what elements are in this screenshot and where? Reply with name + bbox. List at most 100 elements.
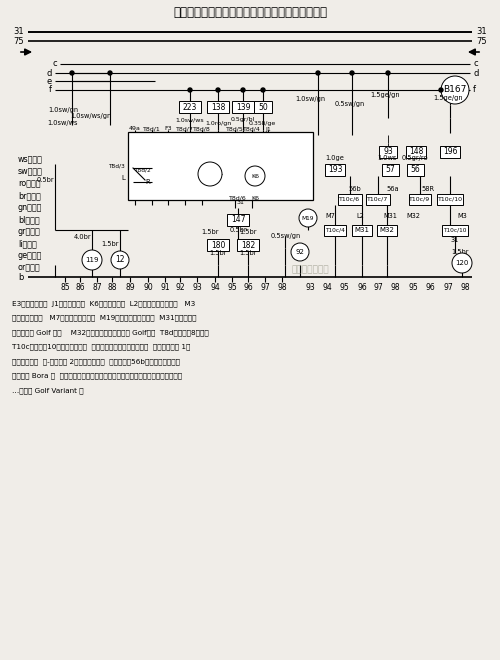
Text: 182: 182 [241, 240, 255, 249]
Text: c: c [52, 59, 57, 69]
Text: br＝棕色: br＝棕色 [18, 191, 41, 201]
Text: L2: L2 [356, 213, 364, 219]
Text: 0.35li/ge: 0.35li/ge [248, 121, 276, 127]
Circle shape [245, 166, 265, 186]
Text: 1.0sw/gn: 1.0sw/gn [295, 96, 325, 102]
Text: T10c/4: T10c/4 [325, 228, 345, 232]
Text: T8d/4: T8d/4 [243, 127, 261, 131]
Text: B167: B167 [444, 86, 466, 94]
Text: 148: 148 [409, 147, 423, 156]
Text: 180: 180 [211, 240, 225, 249]
Text: 在大灯线束内  ㉙-接地连接 2，在大灯线束内  ㊿－连接（56b），在车内线束内: 在大灯线束内 ㉙-接地连接 2，在大灯线束内 ㊿－连接（56b），在车内线束内 [12, 358, 180, 364]
Text: 1.0ro/gn: 1.0ro/gn [205, 121, 231, 127]
Text: 88: 88 [107, 282, 117, 292]
Text: 0.5sw/gn: 0.5sw/gn [271, 233, 301, 239]
Bar [237, 239, 259, 251]
Text: 12: 12 [115, 255, 125, 265]
Text: 1.0sw/ws: 1.0sw/ws [176, 117, 204, 123]
Circle shape [82, 250, 102, 270]
Text: 96: 96 [243, 282, 253, 292]
Text: bl＝蓝色: bl＝蓝色 [18, 216, 40, 224]
Text: M31: M31 [383, 213, 397, 219]
Text: 119: 119 [85, 257, 99, 263]
Text: 91: 91 [160, 282, 170, 292]
Text: d: d [473, 69, 478, 77]
Text: 90: 90 [143, 282, 153, 292]
Bar [324, 224, 346, 236]
Text: f: f [49, 86, 52, 94]
Text: 97: 97 [443, 282, 453, 292]
Text: R: R [146, 179, 150, 185]
Circle shape [241, 88, 245, 92]
Text: 89: 89 [125, 282, 135, 292]
Text: 87: 87 [92, 282, 102, 292]
Text: 86: 86 [75, 282, 85, 292]
Text: 1.0ge: 1.0ge [326, 155, 344, 161]
Bar [254, 101, 272, 113]
Bar [207, 101, 229, 113]
Text: 95: 95 [339, 282, 349, 292]
Text: T10c/10: T10c/10 [438, 197, 462, 201]
Circle shape [439, 88, 443, 92]
Text: 56a: 56a [386, 186, 400, 192]
Text: 92: 92 [296, 249, 304, 255]
Bar [325, 164, 345, 176]
Text: 193: 193 [328, 166, 342, 174]
Text: 1.5br: 1.5br [209, 250, 227, 256]
Text: 96: 96 [357, 282, 367, 292]
Text: 灯泡（仅指 Golf 车）    M32－右远光灯灯泡（仅指 Golf）车  T8d－插头，8孔＊＊: 灯泡（仅指 Golf 车） M32－右远光灯灯泡（仅指 Golf）车 T8d－插… [12, 329, 209, 335]
Circle shape [216, 88, 220, 92]
Bar [406, 164, 424, 176]
Text: ge＝黄色: ge＝黄色 [18, 251, 42, 261]
Text: M7: M7 [325, 213, 335, 219]
Text: c: c [473, 59, 478, 69]
Text: T8d/2: T8d/2 [134, 168, 150, 172]
Text: 98: 98 [390, 282, 400, 292]
Text: 98: 98 [460, 282, 470, 292]
Text: 120: 120 [456, 260, 468, 266]
Text: M19: M19 [302, 216, 314, 220]
Bar [377, 224, 397, 236]
Text: 94: 94 [210, 282, 220, 292]
Text: 0.5sw/gn: 0.5sw/gn [335, 101, 365, 107]
Circle shape [350, 71, 354, 75]
Text: T10c/9: T10c/9 [410, 197, 430, 201]
Text: K6: K6 [251, 174, 259, 178]
Text: 1.0sw/ws/gn: 1.0sw/ws/gn [70, 113, 112, 119]
Text: 警告灯开关、闪光继电器、右前大灯、右前转向灯: 警告灯开关、闪光继电器、右前大灯、右前转向灯 [173, 5, 327, 18]
Bar [227, 214, 249, 226]
Text: M32: M32 [380, 227, 394, 233]
Bar [338, 193, 362, 205]
Text: 维库电子市场网: 维库电子市场网 [291, 265, 329, 275]
Text: 50: 50 [258, 102, 268, 112]
Text: 56b: 56b [348, 186, 362, 192]
Bar [207, 239, 229, 251]
Text: K6: K6 [251, 195, 259, 201]
Text: 139: 139 [236, 102, 250, 112]
Text: －右驻车灯灯泡   M7－右前转向灯灯泡  M19－右侧侧面转向灯泡  M31－右近光灯: －右驻车灯灯泡 M7－右前转向灯灯泡 M19－右侧侧面转向灯泡 M31－右近光灯 [12, 315, 196, 321]
Circle shape [299, 209, 317, 227]
Text: ro＝红色: ro＝红色 [18, 180, 40, 189]
Text: 1.0sw/gn: 1.0sw/gn [48, 107, 78, 113]
Text: 75: 75 [14, 36, 24, 46]
Text: T8d/1: T8d/1 [143, 127, 161, 131]
Circle shape [386, 71, 390, 75]
Text: 4.0br: 4.0br [73, 234, 91, 240]
Text: 93: 93 [383, 147, 393, 156]
Bar [179, 101, 201, 113]
Bar [437, 193, 463, 205]
Text: 1.5br: 1.5br [201, 229, 219, 235]
Text: 1.5ge/gn: 1.5ge/gn [370, 92, 400, 98]
Bar [382, 164, 398, 176]
Bar [352, 224, 372, 236]
Text: T10c/6: T10c/6 [340, 197, 360, 201]
Text: 1.5ge/gn: 1.5ge/gn [433, 95, 463, 101]
Text: 0.5br: 0.5br [36, 177, 54, 183]
Text: 0.5gr/ro: 0.5gr/ro [402, 155, 428, 161]
Text: 0.5gr/bl: 0.5gr/bl [231, 117, 255, 123]
Text: J1: J1 [265, 127, 271, 131]
Text: …－仅指 Golf Variant 车: …－仅指 Golf Variant 车 [12, 387, 84, 393]
Text: F3: F3 [164, 127, 172, 131]
Text: 94: 94 [322, 282, 332, 292]
Text: 97: 97 [373, 282, 383, 292]
